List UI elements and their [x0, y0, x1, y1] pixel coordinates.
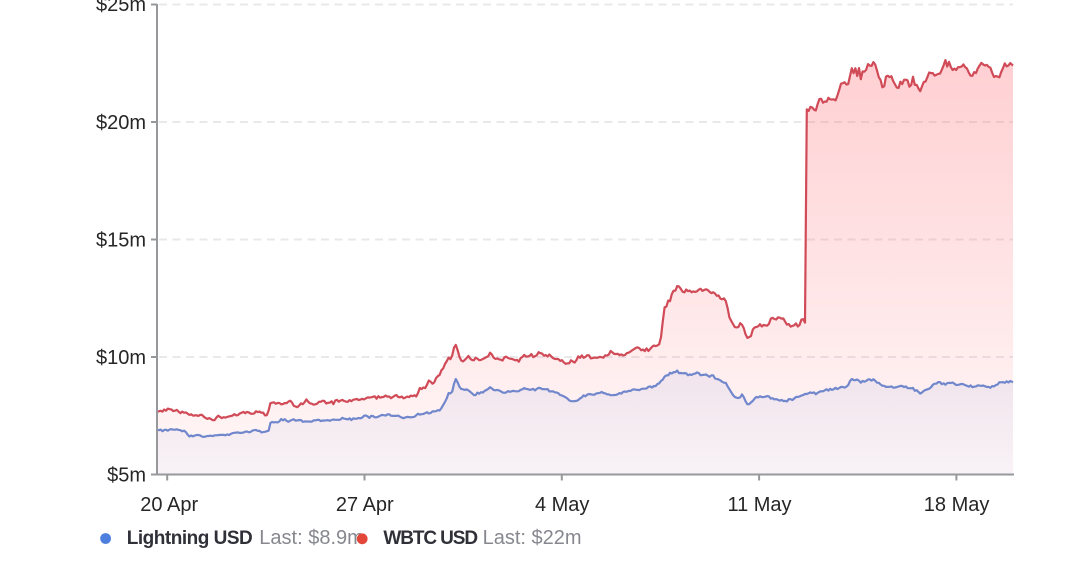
svg-text:$10m: $10m: [96, 347, 146, 369]
svg-text:4 May: 4 May: [535, 494, 589, 516]
svg-text:$25m: $25m: [96, 0, 146, 16]
svg-text:11 May: 11 May: [727, 494, 791, 516]
svg-text:Last: $22m: Last: $22m: [483, 527, 582, 549]
svg-text:WBTC USD: WBTC USD: [383, 528, 477, 549]
svg-text:20 Apr: 20 Apr: [140, 494, 198, 516]
svg-text:$15m: $15m: [96, 230, 146, 252]
svg-text:$20m: $20m: [96, 112, 146, 134]
svg-text:Last: $8.9m: Last: $8.9m: [259, 527, 364, 549]
svg-text:18 May: 18 May: [924, 494, 990, 516]
svg-text:Lightning USD: Lightning USD: [127, 528, 252, 549]
svg-text:$5m: $5m: [107, 465, 146, 487]
svg-text:27 Apr: 27 Apr: [336, 494, 394, 516]
